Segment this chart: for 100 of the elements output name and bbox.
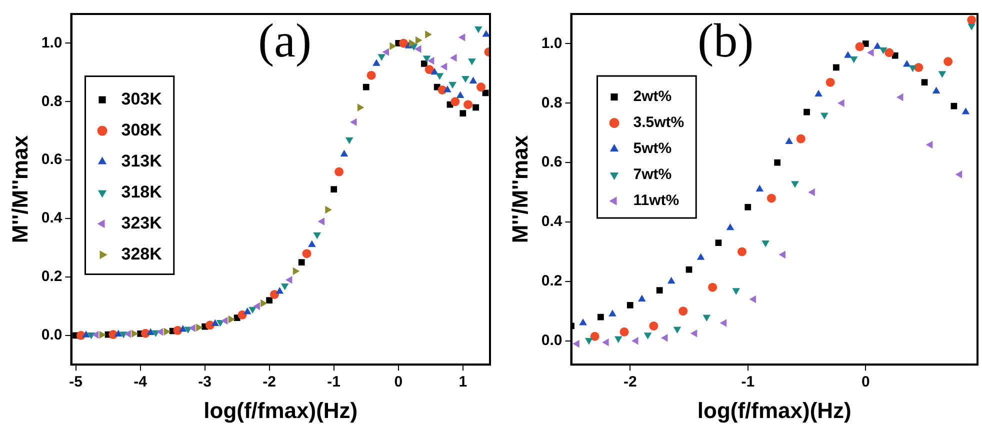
x-tick-label: -1 (327, 374, 341, 391)
y-axis-title: M''/M''max (507, 134, 532, 244)
x-axis-title: log(f/fmax)(Hz) (697, 398, 852, 423)
legend-label: 303K (121, 89, 163, 108)
point (932, 86, 940, 94)
point (921, 79, 928, 86)
point (673, 326, 682, 334)
y-tick-label: 0.8 (41, 92, 62, 110)
point (414, 45, 422, 53)
legend-label: 5wt% (633, 140, 672, 158)
point (804, 108, 810, 116)
legend-label: 308K (121, 120, 163, 140)
point (968, 24, 976, 30)
point (667, 276, 676, 284)
point (656, 287, 663, 294)
point (422, 56, 431, 62)
point (855, 42, 864, 52)
y-tick-label: 1.0 (541, 34, 562, 52)
point (266, 297, 273, 304)
point (325, 206, 332, 214)
point (444, 85, 452, 92)
point (464, 100, 473, 110)
point (884, 48, 894, 58)
point (708, 282, 718, 292)
legend-label: 328K (121, 244, 163, 264)
point (164, 328, 171, 336)
point (774, 159, 780, 166)
legend-label: 2wt% (633, 88, 672, 106)
point (178, 325, 187, 332)
point (188, 324, 196, 332)
y-tick-label: 0.6 (541, 154, 562, 171)
point (620, 327, 629, 336)
y-tick-label: 0.0 (541, 332, 562, 349)
y-tick-label: 0.2 (541, 272, 562, 290)
legend-label: 7wt% (633, 166, 672, 184)
point (87, 332, 96, 340)
point (330, 186, 338, 192)
y-tick-label: 0.2 (41, 268, 62, 286)
x-tick-label: -2 (623, 374, 637, 391)
x-tick-label: -1 (741, 374, 755, 391)
point (458, 33, 466, 42)
point (902, 60, 911, 67)
point (791, 181, 799, 188)
point (926, 140, 933, 149)
point (253, 302, 260, 310)
point (244, 308, 252, 314)
annotation: (b) (698, 14, 754, 68)
point (474, 26, 482, 34)
point (579, 318, 587, 326)
x-tick-label: 0 (861, 374, 870, 391)
point (874, 42, 882, 49)
point (598, 314, 604, 320)
point (270, 290, 279, 299)
point (462, 76, 470, 83)
legend-label: 3.5wt% (633, 114, 684, 132)
point (409, 39, 416, 48)
point (308, 240, 316, 248)
point (690, 330, 698, 338)
point (196, 324, 203, 332)
y-tick-label: 0.8 (541, 94, 562, 112)
point (276, 287, 284, 294)
point (99, 330, 106, 339)
point (638, 294, 646, 302)
point (146, 328, 155, 336)
point (390, 42, 396, 50)
y-tick-label: 1.0 (41, 34, 62, 52)
point (482, 90, 489, 96)
point (211, 319, 220, 326)
point (838, 99, 844, 108)
point (820, 112, 828, 120)
point (844, 51, 852, 58)
point (468, 58, 476, 66)
legend-label: 313K (121, 151, 163, 170)
point (967, 15, 976, 24)
point (867, 48, 874, 57)
point (726, 223, 734, 230)
point (82, 330, 90, 338)
point (427, 56, 434, 65)
point (334, 167, 344, 176)
point (678, 306, 688, 316)
point (944, 57, 953, 66)
point (450, 97, 460, 106)
point (585, 338, 593, 345)
point (950, 102, 958, 110)
point (850, 56, 858, 64)
x-tick-label: 1 (458, 374, 468, 391)
annotation: (a) (258, 14, 312, 68)
point (572, 340, 580, 348)
point (785, 137, 793, 144)
point (357, 104, 364, 112)
point (715, 240, 722, 246)
y-tick-label: 0.6 (41, 151, 62, 168)
point (896, 93, 904, 102)
point (590, 332, 600, 341)
point (814, 90, 822, 96)
point (720, 319, 727, 327)
point (114, 330, 122, 336)
x-tick-label: 0 (394, 374, 403, 391)
point (469, 76, 478, 84)
y-tick-label: 0.4 (541, 213, 563, 230)
